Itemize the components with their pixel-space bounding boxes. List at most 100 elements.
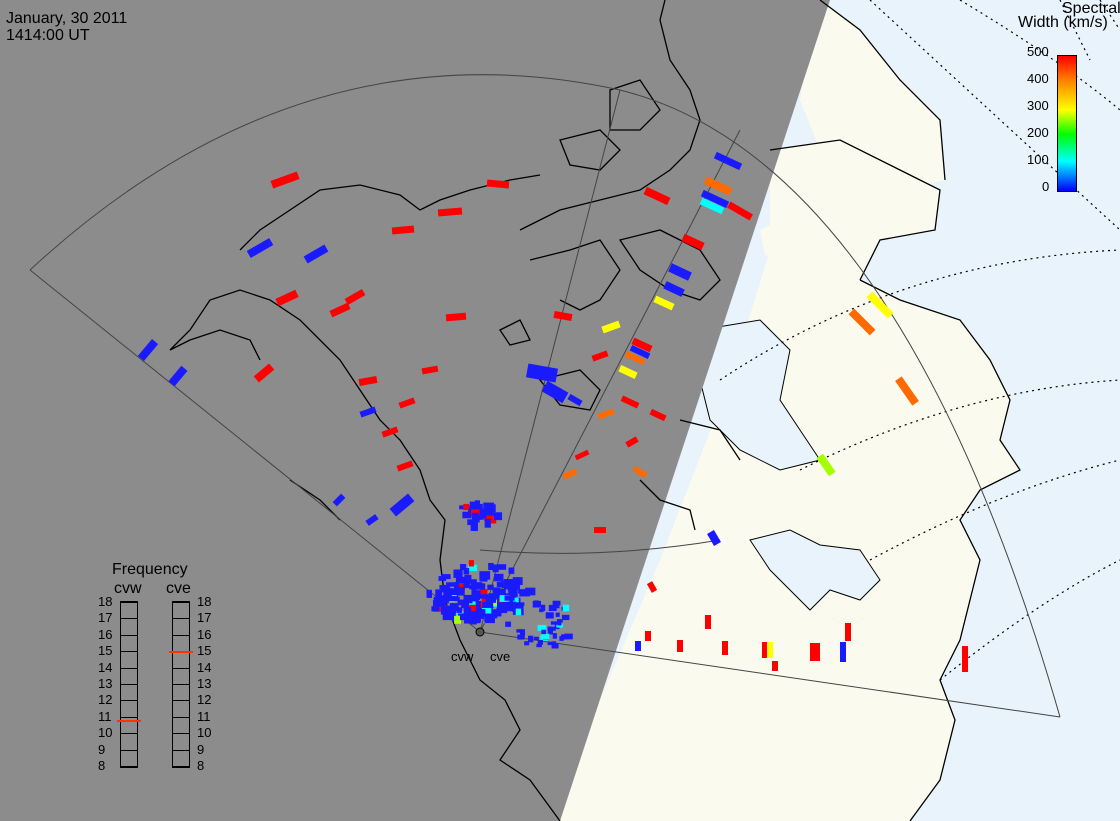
radar-echo-cell — [344, 288, 366, 306]
frequency-tick — [173, 667, 189, 669]
radar-echo-cell — [454, 596, 460, 602]
radar-echo-cell — [464, 574, 472, 584]
radar-echo-cell — [703, 176, 733, 196]
radar-echo-cell — [483, 508, 492, 516]
radar-echo-cell — [474, 583, 486, 590]
colorbar-tick-300: 300 — [1027, 98, 1049, 113]
radar-echo-cell — [492, 587, 501, 595]
radar-echo-cell — [533, 600, 539, 607]
radar-echo-cell — [525, 587, 536, 596]
radar-echo-cell — [437, 207, 463, 217]
radar-echo-cell — [643, 186, 671, 206]
radar-echo-cell — [556, 619, 563, 623]
radar-echo-cell — [253, 363, 275, 383]
frequency-tick — [173, 618, 189, 620]
radar-echo-cell — [497, 564, 507, 570]
frequency-tick — [121, 733, 137, 735]
radar-echo-cell — [475, 508, 484, 514]
radar-echo-cell — [490, 519, 497, 524]
radar-site-marker — [475, 627, 485, 637]
radar-echo-cell — [485, 595, 497, 603]
radar-echo-cell — [358, 375, 378, 387]
radar-echo-cell — [645, 631, 651, 641]
radar-echo-cell — [547, 626, 552, 631]
frequency-tick-label: 8 — [98, 758, 106, 773]
frequency-tick — [121, 667, 137, 669]
frequency-tick-label: 9 — [98, 741, 106, 757]
radar-echo-cell — [681, 233, 705, 251]
frequency-scale-cvw — [117, 601, 141, 768]
radar-echo-cell — [528, 635, 534, 643]
radar-echo-cell — [810, 643, 820, 661]
radar-echo-cell — [564, 633, 573, 640]
radar-echo-cell — [496, 601, 503, 607]
frequency-tick — [173, 700, 189, 702]
frequency-tick — [121, 618, 137, 620]
radar-echo-cell — [631, 337, 653, 353]
radar-echo-cell — [246, 238, 274, 258]
radar-echo-cell — [556, 623, 563, 628]
frequency-tick — [121, 700, 137, 702]
radar-echo-cell — [365, 514, 379, 526]
frequency-tick — [121, 766, 137, 767]
radar-echo-cell — [486, 179, 510, 189]
radar-echo-cell — [270, 171, 300, 189]
radar-echo-cell — [462, 511, 472, 519]
radar-echo-cell — [501, 599, 513, 606]
frequency-tick — [121, 651, 137, 653]
radar-echo-cell — [663, 281, 685, 297]
radar-echo-cell — [547, 641, 555, 646]
radar-echo-cell — [359, 406, 377, 418]
radar-echo-cell — [553, 604, 560, 609]
radar-echo-cell — [471, 509, 480, 516]
frequency-tick-label: 15 — [197, 643, 212, 659]
radar-echo-cell — [550, 621, 558, 625]
radar-echo-cell — [456, 607, 463, 613]
radar-echo-cell — [591, 350, 609, 362]
radar-echo-cell — [505, 621, 512, 627]
colorbar-tick-0: 0 — [1042, 179, 1050, 194]
radar-echo-cell — [465, 612, 476, 620]
radar-label-west: cvw — [451, 649, 474, 664]
radar-echo-cell — [442, 595, 449, 604]
radar-echo-cell — [303, 244, 329, 264]
colorbar-tick-200: 200 — [1027, 125, 1049, 140]
radar-echo-cell — [508, 588, 518, 597]
radar-echo-cell — [329, 302, 351, 318]
radar-echo-cell — [540, 604, 546, 612]
radar-echo-cell — [552, 600, 561, 606]
radar-echo-cell — [539, 608, 544, 613]
radar-echo-cell — [436, 596, 444, 601]
frequency-tick — [121, 684, 137, 685]
radar-echo-cell — [480, 511, 487, 519]
frequency-tick — [121, 634, 137, 636]
colorbar-tick-400: 400 — [1027, 71, 1049, 86]
frequency-tick-label: 9 — [197, 741, 205, 757]
radar-echo-cell — [503, 580, 515, 590]
radar-echo-cell — [484, 515, 494, 521]
radar-echo-cell — [463, 594, 473, 604]
radar-echo-cell — [457, 576, 468, 584]
frequency-tick-label: 17 — [98, 610, 113, 626]
radar-echo-cell — [547, 628, 553, 635]
radar-echo-cell — [840, 642, 846, 662]
radar-echo-cell — [866, 291, 894, 319]
radar-echo-cell — [468, 560, 474, 567]
radar-echo-cell — [508, 567, 515, 574]
radar-echo-cell — [450, 608, 456, 616]
date-label: January, 30 2011 — [6, 10, 128, 27]
radar-echo-cell — [137, 339, 159, 361]
radar-echo-cell — [391, 225, 415, 235]
radar-echo-cell — [480, 609, 486, 616]
radar-echo-cell — [551, 641, 557, 648]
frequency-tick-label: 14 — [197, 659, 212, 675]
radar-echo-cell — [848, 308, 876, 336]
radar-echo-cell — [552, 633, 557, 639]
frequency-tick-label: 13 — [98, 676, 113, 691]
radar-echo-cell — [475, 600, 482, 610]
radar-echo-cell — [762, 642, 768, 658]
radar-echo-cell — [515, 602, 525, 606]
frequency-tick — [173, 749, 189, 751]
great-lakes — [749, 529, 881, 611]
